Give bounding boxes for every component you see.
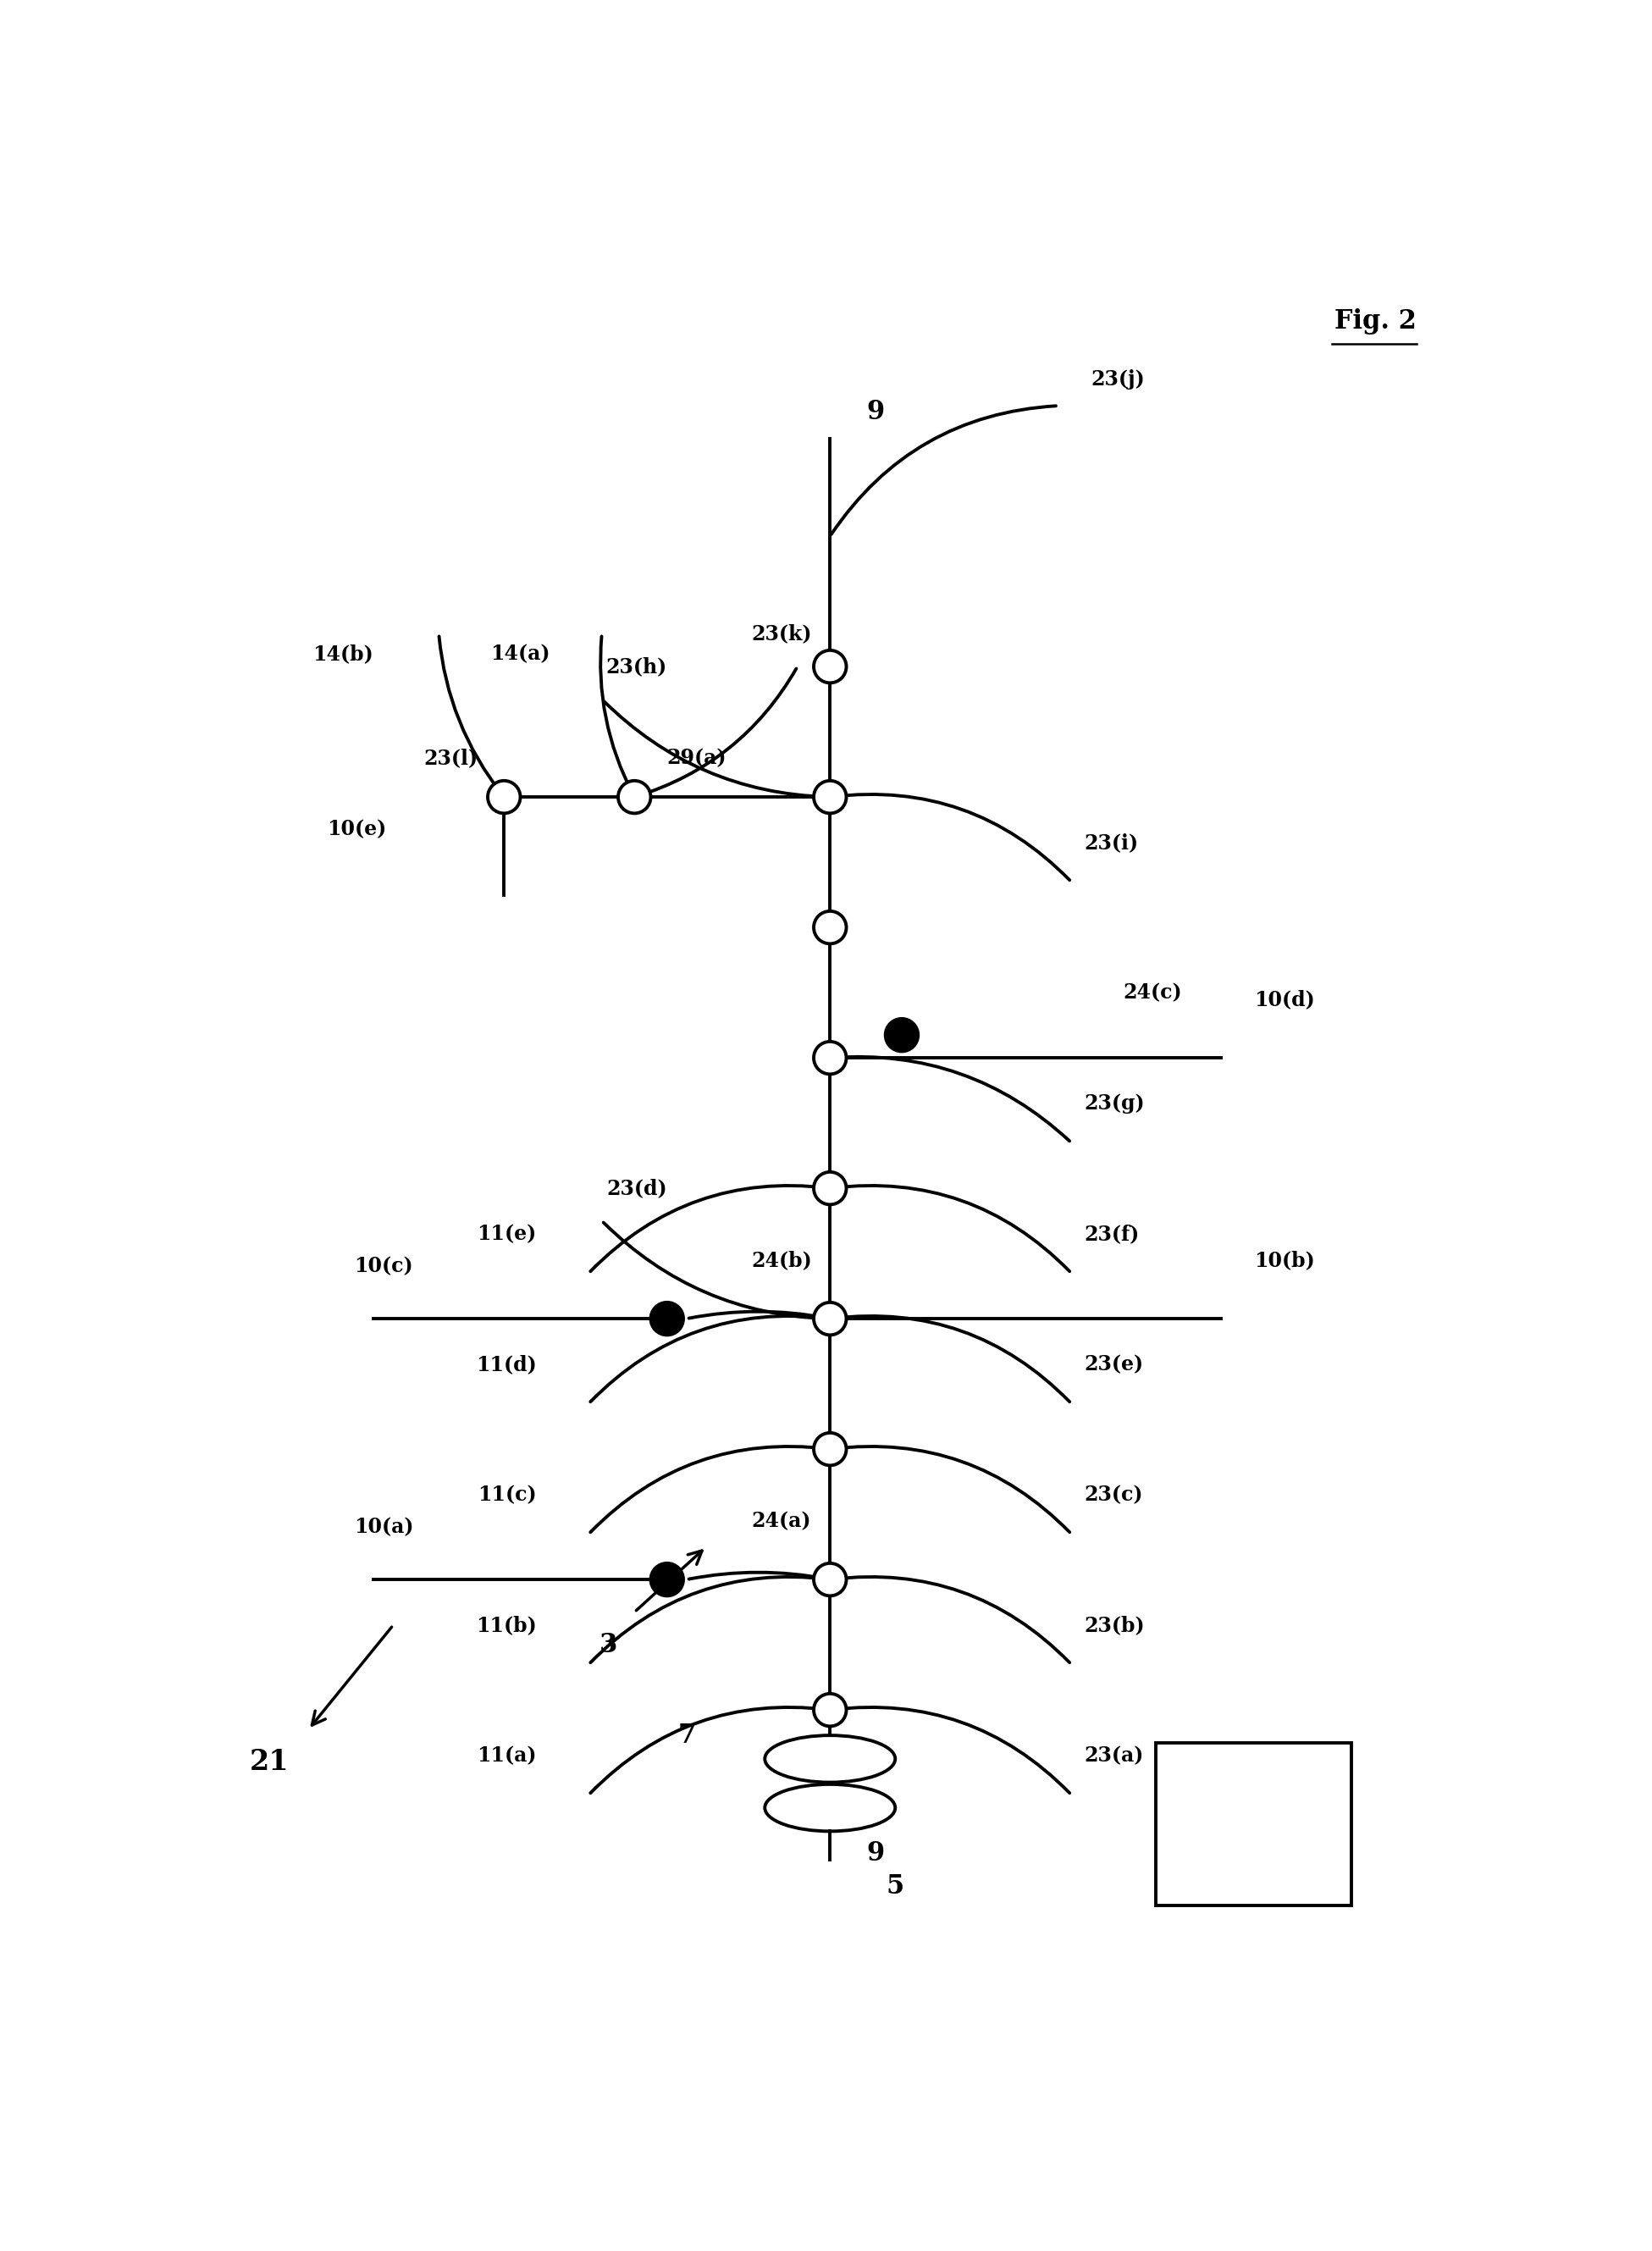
Text: 15: 15 <box>1236 1812 1272 1837</box>
Text: 11(b): 11(b) <box>476 1614 537 1634</box>
Text: 10(c): 10(c) <box>354 1256 413 1276</box>
Text: 23(d): 23(d) <box>606 1177 667 1198</box>
Text: 23(a): 23(a) <box>1084 1745 1143 1765</box>
Circle shape <box>885 1020 919 1051</box>
Circle shape <box>814 651 846 682</box>
Text: 10(d): 10(d) <box>1254 988 1315 1008</box>
Text: 23(f): 23(f) <box>1084 1225 1140 1245</box>
FancyArrowPatch shape <box>590 1578 828 1663</box>
FancyArrowPatch shape <box>603 1222 828 1319</box>
Circle shape <box>814 1303 846 1335</box>
Circle shape <box>618 781 651 813</box>
FancyArrowPatch shape <box>590 1186 828 1272</box>
Text: 23(k): 23(k) <box>752 624 813 644</box>
Text: 10(b): 10(b) <box>1254 1249 1315 1270</box>
Circle shape <box>814 1042 846 1074</box>
FancyArrowPatch shape <box>590 1706 828 1794</box>
FancyArrowPatch shape <box>833 795 1069 880</box>
Text: 23(c): 23(c) <box>1084 1486 1143 1506</box>
Text: 24(a): 24(a) <box>752 1510 811 1531</box>
Text: 23(e): 23(e) <box>1084 1355 1143 1375</box>
Text: 11(c): 11(c) <box>477 1486 537 1506</box>
Bar <box>1156 1742 1351 1907</box>
Text: 23(h): 23(h) <box>606 657 667 678</box>
Text: 5: 5 <box>885 1873 904 1900</box>
Text: 24(b): 24(b) <box>752 1249 813 1270</box>
Circle shape <box>814 1173 846 1204</box>
FancyArrowPatch shape <box>833 1317 1069 1402</box>
Text: 11(e): 11(e) <box>477 1225 537 1245</box>
Text: 14(b): 14(b) <box>312 644 373 664</box>
FancyArrowPatch shape <box>590 1447 828 1533</box>
Text: 23(i): 23(i) <box>1084 833 1138 853</box>
Text: 11(a): 11(a) <box>477 1745 537 1765</box>
FancyArrowPatch shape <box>831 405 1056 533</box>
Circle shape <box>487 781 520 813</box>
Text: Fig. 2: Fig. 2 <box>1335 308 1417 333</box>
Text: 9: 9 <box>867 1841 884 1866</box>
Circle shape <box>814 1693 846 1727</box>
Circle shape <box>651 1562 684 1596</box>
FancyArrowPatch shape <box>600 637 633 795</box>
Text: 23(b): 23(b) <box>1084 1614 1145 1634</box>
Circle shape <box>814 781 846 813</box>
FancyArrowPatch shape <box>833 1706 1069 1794</box>
Text: 11(d): 11(d) <box>476 1355 537 1375</box>
Text: 24(c): 24(c) <box>1123 981 1183 1002</box>
FancyArrowPatch shape <box>689 1312 828 1319</box>
Text: 7: 7 <box>677 1722 695 1749</box>
FancyArrowPatch shape <box>603 700 828 797</box>
FancyArrowPatch shape <box>689 1573 828 1578</box>
Text: 23(l): 23(l) <box>423 747 477 768</box>
Text: 14(a): 14(a) <box>491 644 550 664</box>
FancyArrowPatch shape <box>833 1447 1069 1533</box>
Text: 9: 9 <box>867 398 884 425</box>
FancyArrowPatch shape <box>439 637 502 795</box>
Text: 3: 3 <box>600 1632 618 1659</box>
FancyArrowPatch shape <box>636 669 796 797</box>
FancyArrowPatch shape <box>833 1578 1069 1663</box>
FancyArrowPatch shape <box>590 1317 828 1402</box>
Text: 29(a): 29(a) <box>667 747 727 768</box>
Text: 21: 21 <box>249 1749 289 1776</box>
Circle shape <box>651 1303 684 1335</box>
Text: 10(a): 10(a) <box>354 1517 413 1537</box>
Text: 10(e): 10(e) <box>327 819 387 840</box>
Circle shape <box>814 1562 846 1596</box>
FancyArrowPatch shape <box>833 1056 1069 1141</box>
Circle shape <box>814 912 846 943</box>
FancyArrowPatch shape <box>833 1186 1069 1272</box>
Text: 23(g): 23(g) <box>1084 1094 1145 1114</box>
Circle shape <box>814 1434 846 1465</box>
Text: 23(j): 23(j) <box>1090 369 1145 389</box>
